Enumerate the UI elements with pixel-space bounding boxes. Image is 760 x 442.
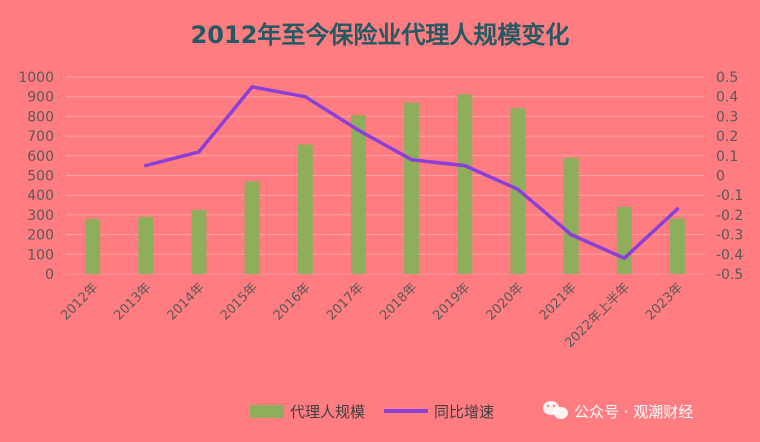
bar <box>244 181 260 274</box>
left-tick-label: 700 <box>27 129 54 145</box>
x-tick-label: 2018年 <box>377 280 420 323</box>
line-point <box>303 95 307 99</box>
left-tick-label: 400 <box>27 188 54 204</box>
legend-label-line: 同比增速 <box>434 403 494 421</box>
watermark-text: 公众号 · 观潮财经 <box>574 403 693 421</box>
x-tick-label: 2015年 <box>218 280 261 323</box>
x-tick-label: 2012年 <box>58 280 101 323</box>
bar <box>563 157 579 274</box>
bar <box>457 94 473 274</box>
line-series <box>144 85 680 260</box>
x-tick-label: 2023年 <box>643 280 686 323</box>
line-point <box>569 233 573 237</box>
x-tick-label: 2020年 <box>484 280 527 323</box>
line-point <box>250 85 254 89</box>
bar <box>350 115 366 274</box>
left-tick-label: 300 <box>27 208 54 224</box>
x-tick-label: 2014年 <box>165 280 208 323</box>
right-tick-label: -0.4 <box>716 247 743 263</box>
left-tick-label: 1000 <box>18 70 54 86</box>
bar <box>404 102 420 275</box>
left-tick-label: 200 <box>27 228 54 244</box>
bar <box>191 209 207 274</box>
right-tick-label: 0 <box>716 169 725 185</box>
right-tick-label: 0.5 <box>716 70 738 86</box>
right-tick-label: -0.1 <box>716 188 743 204</box>
line-point <box>463 164 467 168</box>
left-axis-ticks: 0 100 200 300 400 500 600 700 800 900 1000 <box>18 70 54 283</box>
left-tick-label: 100 <box>27 247 54 263</box>
bar <box>138 216 154 274</box>
left-tick-label: 600 <box>27 149 54 165</box>
x-tick-label: 2016年 <box>271 280 314 323</box>
watermark: 公众号 · 观潮财经 <box>543 401 693 421</box>
right-tick-label: -0.2 <box>716 208 743 224</box>
x-axis-ticks: 2012年 2013年 2014年 2015年 2016年 2017年 2018年 2019年… <box>58 280 686 351</box>
chart-title: 2012年至今保险业代理人规模变化 <box>191 21 570 49</box>
x-tick-label: 2017年 <box>324 280 367 323</box>
bar <box>85 218 101 274</box>
legend-swatch-bar <box>250 405 284 418</box>
gridlines <box>66 76 704 275</box>
right-axis-ticks: -0.5 -0.4 -0.3 -0.2 -0.1 0 0.1 0.2 0.3 0.4 0.5 <box>716 70 743 283</box>
right-tick-label: -0.3 <box>716 228 743 244</box>
legend-label-bar: 代理人规模 <box>290 403 365 421</box>
right-tick-label: 0.3 <box>716 109 738 125</box>
left-tick-label: 0 <box>45 267 54 283</box>
x-tick-label: 2019年 <box>430 280 473 323</box>
line-point <box>409 158 414 162</box>
right-tick-label: -0.5 <box>716 267 743 283</box>
right-tick-label: 0.2 <box>716 129 738 145</box>
left-tick-label: 900 <box>27 90 54 106</box>
bar <box>616 207 632 274</box>
line-point <box>516 187 520 191</box>
left-tick-label: 800 <box>27 109 54 125</box>
wechat-icon <box>543 401 568 419</box>
right-tick-label: 0.1 <box>716 149 738 165</box>
bar <box>297 144 313 274</box>
line-point <box>144 164 148 168</box>
bar <box>669 218 685 274</box>
x-tick-label: 2013年 <box>111 280 154 323</box>
legend: 代理人规模 同比增速 <box>250 403 494 421</box>
line-point <box>356 128 361 132</box>
line-point <box>675 207 680 211</box>
line-point <box>622 256 626 260</box>
right-tick-label: 0.4 <box>716 90 738 106</box>
line-point <box>197 150 201 154</box>
x-tick-label: 2021年 <box>537 280 580 323</box>
left-tick-label: 500 <box>27 169 54 185</box>
